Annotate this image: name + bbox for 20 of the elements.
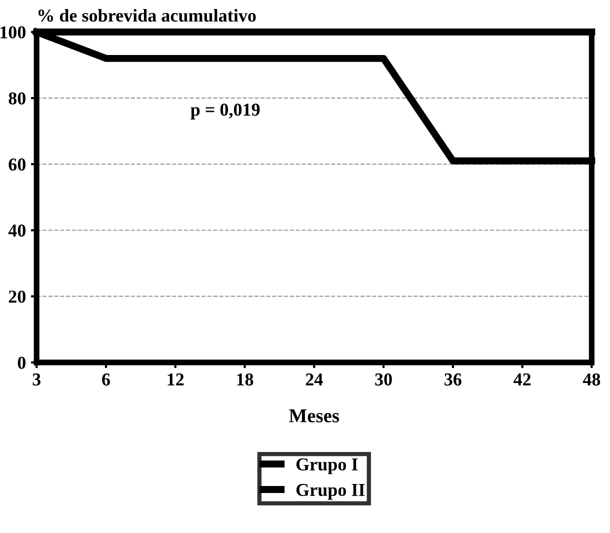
y-tick-label: 20 bbox=[8, 290, 26, 303]
y-tick-label: 100 bbox=[0, 26, 26, 38]
y-tick-label: 60 bbox=[8, 158, 26, 171]
legend-label: Grupo II bbox=[296, 484, 365, 500]
y-tick-label: 40 bbox=[8, 224, 26, 237]
x-tick-label: 48 bbox=[582, 373, 600, 386]
x-tick-label: 3 bbox=[32, 373, 40, 386]
y-tick-label: 0 bbox=[18, 356, 26, 369]
y-tick-label: 80 bbox=[8, 92, 26, 105]
x-tick-label: 42 bbox=[514, 373, 531, 386]
x-tick-label: 30 bbox=[375, 373, 392, 386]
x-tick-label: 12 bbox=[168, 373, 184, 386]
y-axis-title: % de sobrevida acumulativo bbox=[38, 8, 256, 22]
x-axis-title: Meses bbox=[289, 409, 340, 422]
legend-label: Grupo I bbox=[296, 458, 358, 474]
x-tick-label: 24 bbox=[306, 373, 323, 386]
annotation: p = 0,019 bbox=[190, 104, 260, 120]
x-tick-label: 36 bbox=[444, 373, 462, 386]
x-tick-label: 6 bbox=[102, 373, 110, 386]
x-tick-label: 18 bbox=[237, 373, 254, 386]
